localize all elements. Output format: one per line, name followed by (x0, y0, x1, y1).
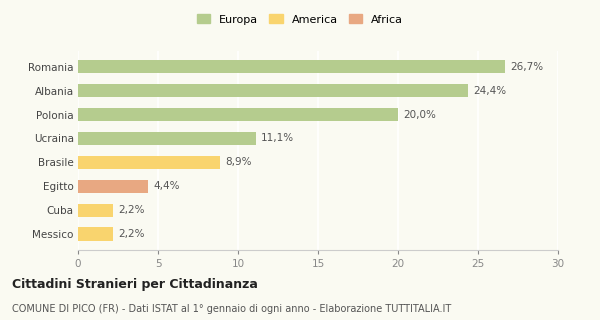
Legend: Europa, America, Africa: Europa, America, Africa (195, 12, 405, 27)
Bar (78, 108, 398, 121)
Bar (78, 180, 148, 193)
Bar (78, 156, 220, 169)
Bar (78, 84, 469, 97)
Text: COMUNE DI PICO (FR) - Dati ISTAT al 1° gennaio di ogni anno - Elaborazione TUTTI: COMUNE DI PICO (FR) - Dati ISTAT al 1° g… (12, 304, 451, 314)
Text: 26,7%: 26,7% (510, 62, 543, 72)
Bar (78, 228, 113, 241)
Text: 20,0%: 20,0% (403, 109, 436, 120)
Bar (78, 60, 505, 73)
Bar (78, 204, 113, 217)
Bar (78, 132, 256, 145)
Text: 11,1%: 11,1% (260, 133, 293, 143)
Text: 2,2%: 2,2% (118, 229, 145, 239)
Text: 8,9%: 8,9% (225, 157, 252, 167)
Text: 2,2%: 2,2% (118, 205, 145, 215)
Text: Cittadini Stranieri per Cittadinanza: Cittadini Stranieri per Cittadinanza (12, 278, 258, 292)
Text: 4,4%: 4,4% (153, 181, 180, 191)
Text: 24,4%: 24,4% (473, 86, 506, 96)
